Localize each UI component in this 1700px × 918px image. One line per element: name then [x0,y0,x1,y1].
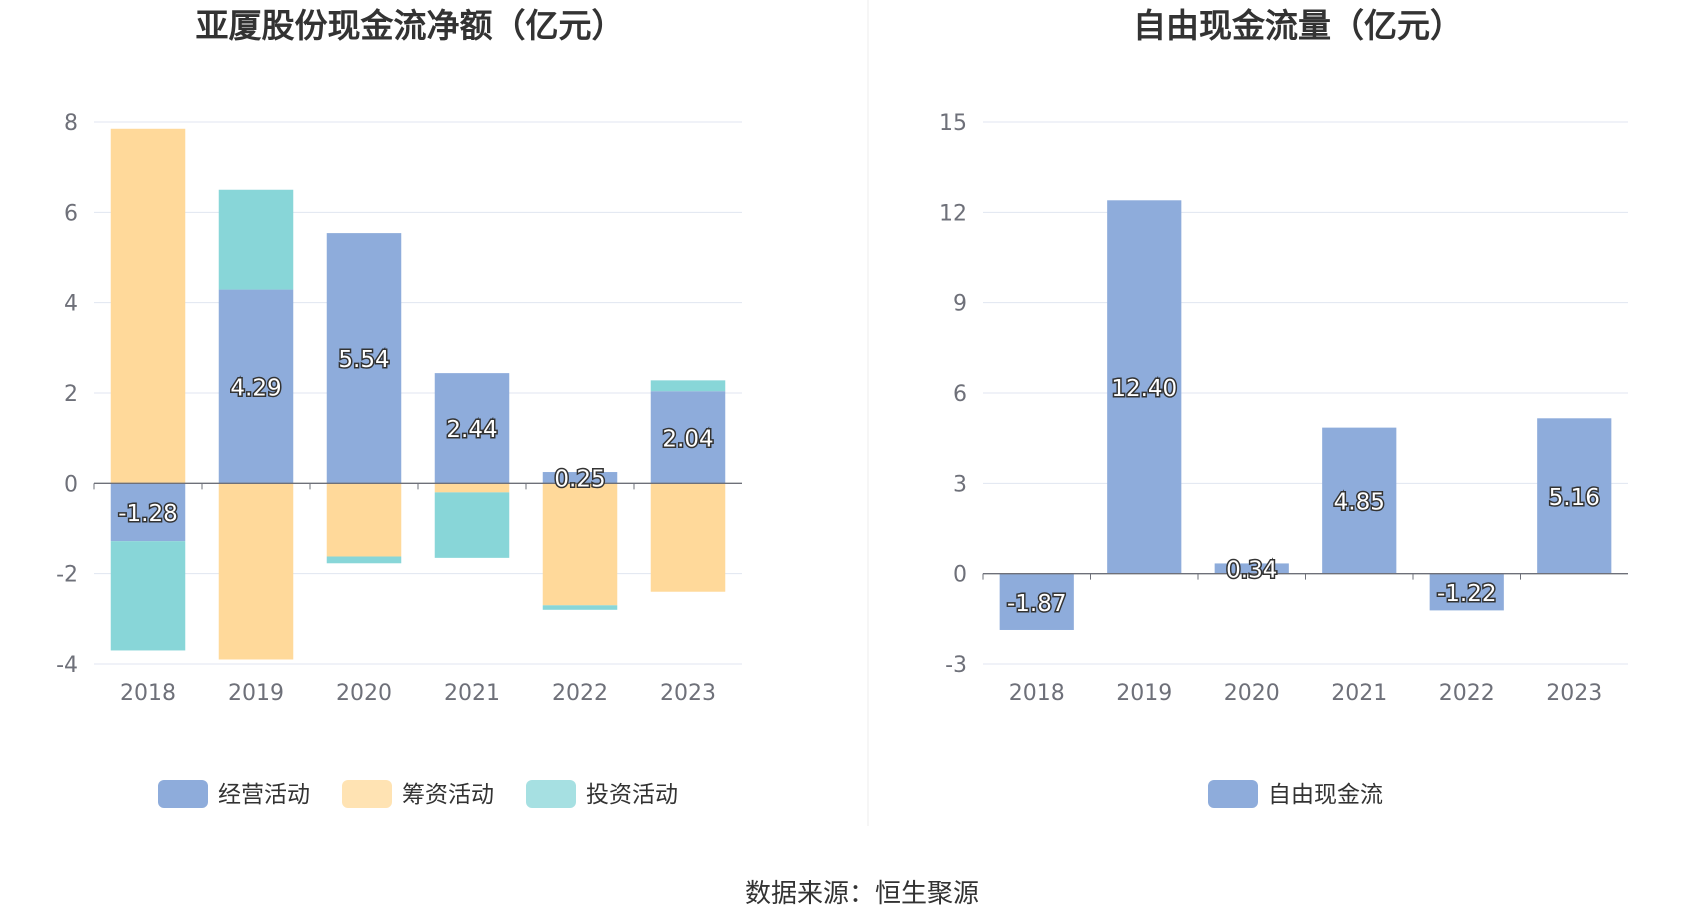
legend-label[interactable]: 自由现金流 [1268,782,1383,808]
bar-2-2022 [542,483,618,606]
y-tick-label: -3 [945,653,967,678]
y-axis: -4 -2 0 2 4 6 8 [56,111,78,678]
bar-2-2019 [218,483,294,660]
x-tick-label: 2019 [228,681,284,706]
x-axis: 2018 2019 2020 2021 2022 2023 [120,681,716,706]
bar-3-2021 [434,492,510,558]
y-tick-label: 6 [64,201,78,226]
bar-1-2023 [1537,418,1612,574]
data-label: -1.22 [1437,581,1497,607]
legend-label[interactable]: 经营活动 [218,782,310,808]
bar-1-2020 [326,233,402,484]
legend-swatch[interactable] [1208,780,1258,808]
x-tick-label: 2020 [336,681,392,706]
data-label: -1.87 [1007,591,1067,617]
bar-1-2023 [650,391,726,484]
bar-1-2018 [110,483,186,542]
chart-title: 自由现金流量（亿元） [1133,6,1463,45]
data-label: 0.25 [554,467,605,493]
data-label: 4.85 [1334,490,1385,516]
data-label: 2.44 [446,417,497,443]
data-label: 5.54 [338,347,389,373]
legend-label[interactable]: 筹资活动 [402,782,494,808]
zero-axis [982,573,1628,580]
legend: 自由现金流 [1208,780,1383,808]
bar-3-2023 [650,380,726,392]
data-label: 5.16 [1549,485,1600,511]
x-tick-label: 2018 [1009,681,1065,706]
y-tick-label: 4 [64,292,78,317]
data-label: 12.40 [1111,376,1177,402]
y-tick-label: -4 [56,653,78,678]
bar-2-2020 [326,483,402,557]
y-tick-label: 0 [953,563,967,588]
bar-3-2019 [218,189,294,290]
bars [110,128,726,660]
bar-3-2022 [542,605,618,610]
bar-3-2020 [326,556,402,564]
x-tick-label: 2022 [552,681,608,706]
legend-swatch[interactable] [342,780,392,808]
y-tick-label: 15 [939,111,967,136]
data-labels: -1.28 4.29 5.54 2.44 0.25 2.04 [117,346,715,529]
bar-2-2023 [650,483,726,592]
x-tick-label: 2020 [1224,681,1280,706]
bar-1-2022 [1429,573,1504,611]
grid-lines [983,121,1628,665]
bars [999,200,1612,630]
data-label: 0.34 [1226,558,1277,584]
bar-1-2019 [1107,200,1182,574]
y-tick-label: 3 [953,472,967,497]
x-tick-label: 2023 [1546,681,1602,706]
bar-1-2020 [1214,563,1289,574]
data-label: -1.28 [118,501,178,527]
x-tick-label: 2019 [1116,681,1172,706]
legend-swatch[interactable] [158,780,208,808]
source-note: 数据来源：恒生聚源 [745,879,979,909]
bar-2-2021 [434,483,510,493]
x-tick-label: 2021 [1331,681,1387,706]
data-label: 2.04 [662,426,713,452]
x-tick-label: 2018 [120,681,176,706]
grid-lines [94,121,742,665]
cash-flow-chart: 亚厦股份现金流净额（亿元） -4 -2 0 2 4 6 8 2018 2019 2020 2021… [56,6,742,808]
x-tick-label: 2022 [1439,681,1495,706]
y-tick-label: 8 [64,111,78,136]
legend-label[interactable]: 投资活动 [586,782,678,808]
zero-axis [93,482,742,490]
x-tick-label: 2023 [660,681,716,706]
x-tick-label: 2021 [444,681,500,706]
legend: 经营活动 筹资活动 投资活动 [158,780,678,808]
bar-2-2018 [110,128,186,484]
y-tick-label: 0 [64,472,78,497]
y-tick-label: 2 [64,382,78,407]
y-tick-label: -2 [56,563,78,588]
chart-title: 亚厦股份现金流净额（亿元） [196,6,625,45]
bar-1-2021 [434,373,510,484]
x-axis: 2018 2019 2020 2021 2022 2023 [1009,681,1603,706]
y-tick-label: 12 [939,201,967,226]
bar-1-2018 [999,573,1074,630]
y-axis: -3 0 3 6 9 12 15 [939,111,967,678]
data-label: 4.29 [230,375,281,401]
bar-1-2022 [542,472,618,484]
bar-1-2019 [218,289,294,484]
y-tick-label: 9 [953,292,967,317]
y-tick-label: 6 [953,382,967,407]
legend-swatch[interactable] [526,780,576,808]
bar-3-2018 [110,541,186,651]
data-labels: -1.87 12.40 0.34 4.85 -1.22 5.16 [1005,374,1601,618]
bar-1-2021 [1322,427,1397,574]
